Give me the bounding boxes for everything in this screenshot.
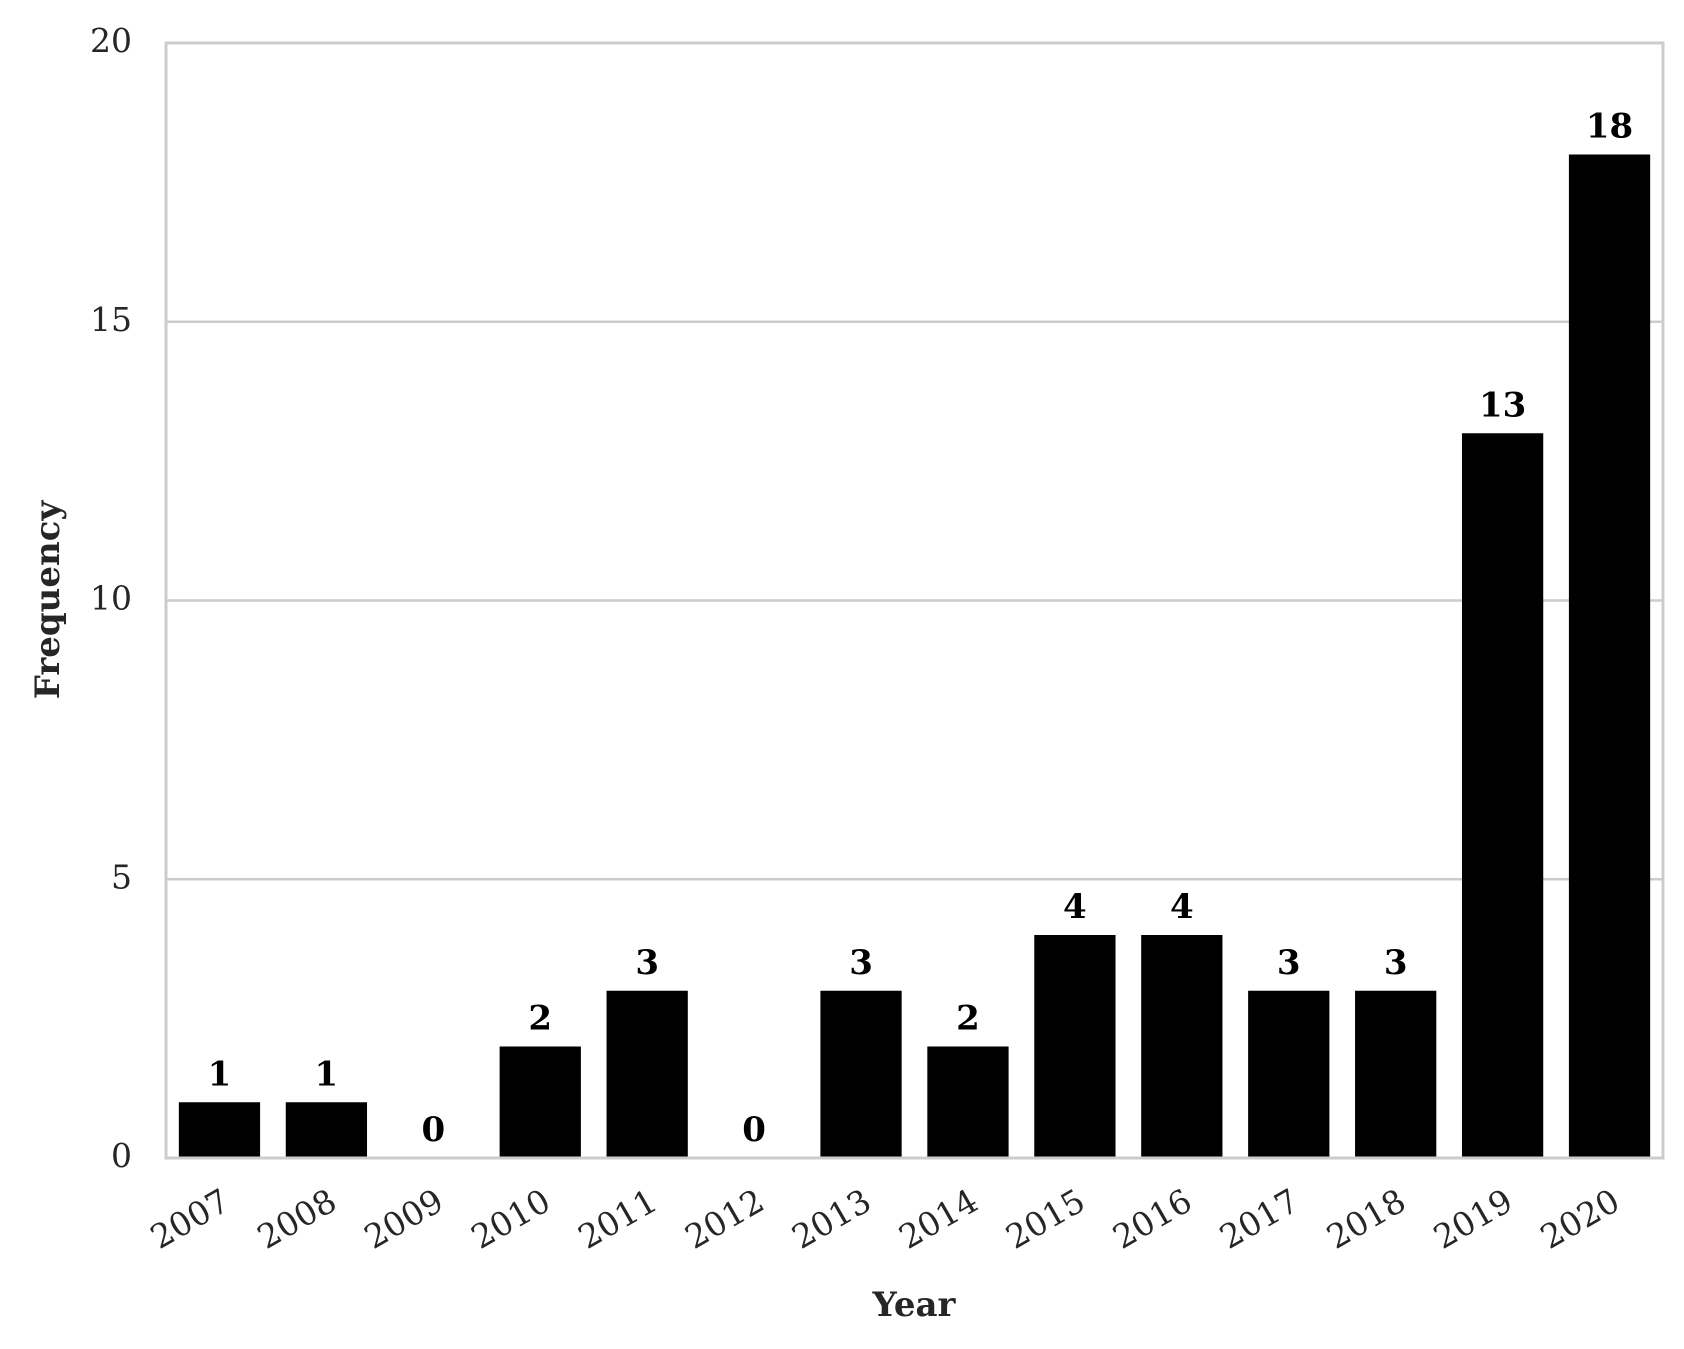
plot-frame [164,41,1665,1160]
x-tick-label: 2012 [678,1181,770,1257]
bar [499,1046,581,1158]
bar [1034,935,1116,1158]
x-tick-label: 2017 [1213,1181,1305,1257]
x-tick-label: 2011 [571,1181,663,1257]
value-label: 13 [1479,385,1526,425]
bar [1248,990,1330,1158]
x-tick-label: 2014 [892,1181,984,1257]
bar [178,1102,261,1158]
x-tick-label: 2019 [1427,1181,1519,1257]
bar [285,1102,368,1158]
value-label: 2 [956,999,980,1039]
bar [1461,433,1544,1158]
value-label: 2 [528,999,552,1039]
x-tick-label: 2013 [785,1181,877,1257]
value-label: 1 [208,1054,232,1094]
x-tick-label: 2016 [1106,1181,1198,1257]
bar [927,1046,1009,1158]
x-tick-label: 2010 [465,1181,557,1257]
y-tick-label: 15 [90,300,132,339]
x-tick-label: 2008 [251,1181,343,1257]
value-label: 4 [1170,887,1194,927]
x-axis-label: Year [872,1285,957,1325]
value-label: 0 [742,1110,766,1150]
value-label: 0 [421,1110,445,1150]
value-label: 18 [1586,107,1633,147]
y-tick-label: 0 [111,1136,132,1175]
y-axis-label: Frequency [28,500,68,700]
y-tick-label: 20 [90,21,132,60]
x-tick-label: 2009 [358,1181,450,1257]
value-label: 3 [635,943,659,983]
x-tick-label: 2007 [144,1181,236,1257]
x-tick-label: 2018 [1320,1181,1412,1257]
value-label: 4 [1063,887,1087,927]
y-tick-label: 10 [90,579,132,618]
x-tick-label: 2015 [999,1181,1091,1257]
bar [606,990,688,1158]
bar [1141,935,1223,1158]
bar [1355,990,1437,1158]
bar [1568,154,1651,1158]
x-tick-label: 2020 [1534,1181,1626,1257]
y-tick-label: 5 [111,857,132,896]
value-label: 1 [315,1054,339,1094]
value-label: 3 [849,943,873,983]
value-label: 3 [1384,943,1408,983]
value-label: 3 [1277,943,1301,983]
bar [820,990,902,1158]
